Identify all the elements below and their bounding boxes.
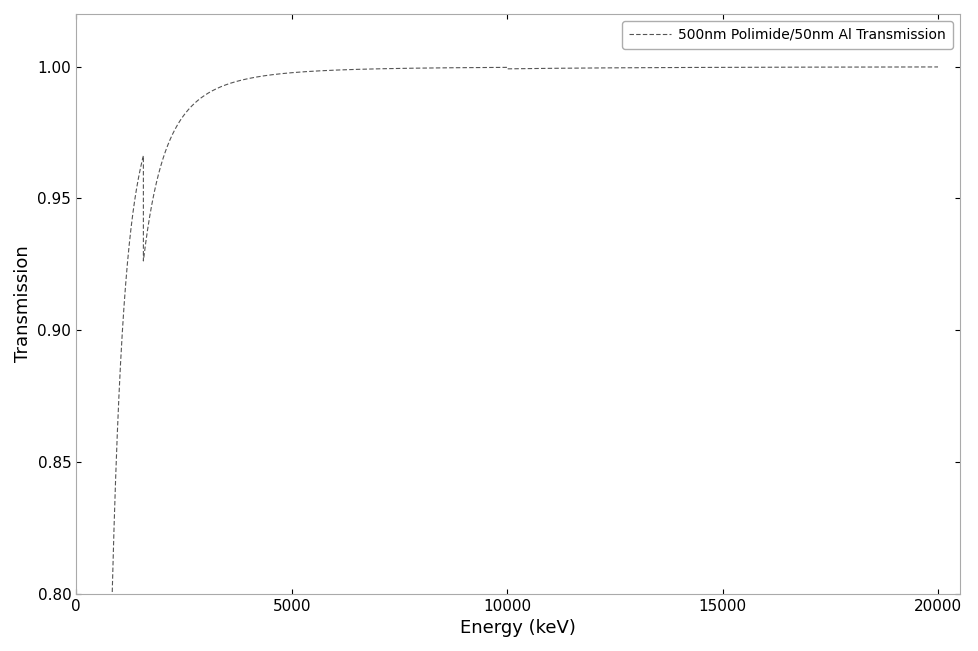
Legend: 500nm Polimide/50nm Al Transmission: 500nm Polimide/50nm Al Transmission bbox=[622, 21, 952, 49]
X-axis label: Energy (keV): Energy (keV) bbox=[460, 619, 575, 637]
500nm Polimide/50nm Al Transmission bbox=[931, 63, 943, 71]
Line: 500nm Polimide/50nm Al Transmission: 500nm Polimide/50nm Al Transmission bbox=[98, 67, 937, 651]
500nm Polimide/50nm Al Transmission bbox=[111, 438, 122, 446]
500nm Polimide/50nm Al Transmission bbox=[852, 63, 864, 71]
500nm Polimide/50nm Al Transmission bbox=[195, 94, 206, 102]
Y-axis label: Transmission: Transmission bbox=[14, 245, 32, 362]
500nm Polimide/50nm Al Transmission bbox=[626, 64, 638, 72]
500nm Polimide/50nm Al Transmission bbox=[890, 63, 902, 71]
500nm Polimide/50nm Al Transmission bbox=[534, 64, 546, 72]
